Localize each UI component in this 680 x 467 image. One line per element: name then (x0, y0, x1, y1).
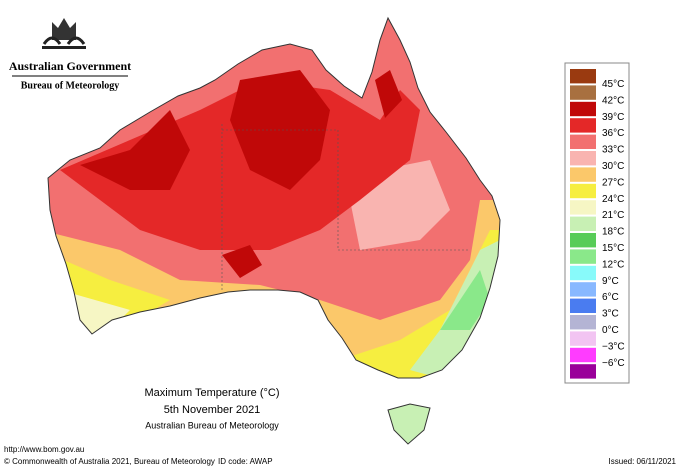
legend-label: 9°C (602, 276, 619, 287)
coastline (47, 16, 501, 379)
state-borders (221, 124, 470, 292)
url: http://www.bom.gov.au (4, 445, 84, 454)
legend-swatch (570, 118, 596, 133)
legend-label: 27°C (602, 177, 624, 188)
legend-label: 39°C (602, 112, 624, 123)
legend-label: 33°C (602, 145, 624, 156)
legend-swatch (570, 347, 596, 363)
legend-swatch (570, 134, 596, 149)
legend-label: 45°C (602, 79, 624, 90)
legend-label: 24°C (602, 194, 624, 205)
legend-swatch (570, 167, 596, 182)
legend-swatch (570, 265, 596, 281)
tasmania (387, 403, 431, 445)
legend-label: 36°C (602, 128, 624, 139)
legend-swatch (570, 216, 596, 231)
legend-label: 3°C (602, 309, 619, 320)
government: Australian Government (9, 59, 131, 73)
legend-swatch (570, 298, 596, 313)
bureau: Bureau of Meteorology (21, 80, 120, 91)
legend-label: 15°C (602, 243, 624, 254)
legend-label: 42°C (602, 95, 624, 106)
legend-label: 6°C (602, 292, 619, 303)
id-code: ID code: AWAP (218, 457, 273, 466)
legend-swatch (570, 233, 596, 248)
legend-swatch (570, 151, 596, 166)
legend-label: 12°C (602, 259, 624, 270)
coat-of-arms (42, 18, 86, 49)
legend-label: 30°C (602, 161, 624, 172)
legend-label: −3°C (602, 341, 625, 352)
copyright: © Commonwealth of Australia 2021, Bureau… (4, 457, 215, 466)
legend-swatch (570, 69, 596, 84)
legend-label: −6°C (602, 358, 625, 369)
issued: Issued: 06/11/2021 (609, 457, 677, 466)
legend-swatch (570, 249, 596, 264)
legend-swatch (570, 315, 596, 330)
caption-title: Maximum Temperature (°C) (144, 387, 279, 399)
legend-swatch (570, 200, 596, 215)
legend-label: 21°C (602, 210, 624, 221)
legend-swatch (570, 331, 596, 346)
legend-swatch (570, 282, 596, 297)
legend-label: 18°C (602, 227, 624, 238)
legend: 45°C 42°C 39°C 36°C 33°C 30°C 27°C 24°C 21°C 18°C… (570, 69, 625, 379)
legend-swatch (570, 101, 596, 117)
legend-swatch (570, 183, 596, 199)
legend-label: 0°C (602, 325, 619, 336)
caption-date: 5th November 2021 (164, 404, 261, 416)
legend-swatch (570, 364, 596, 379)
legend-swatch (570, 85, 596, 100)
caption-source: Australian Bureau of Meteorology (145, 420, 279, 430)
